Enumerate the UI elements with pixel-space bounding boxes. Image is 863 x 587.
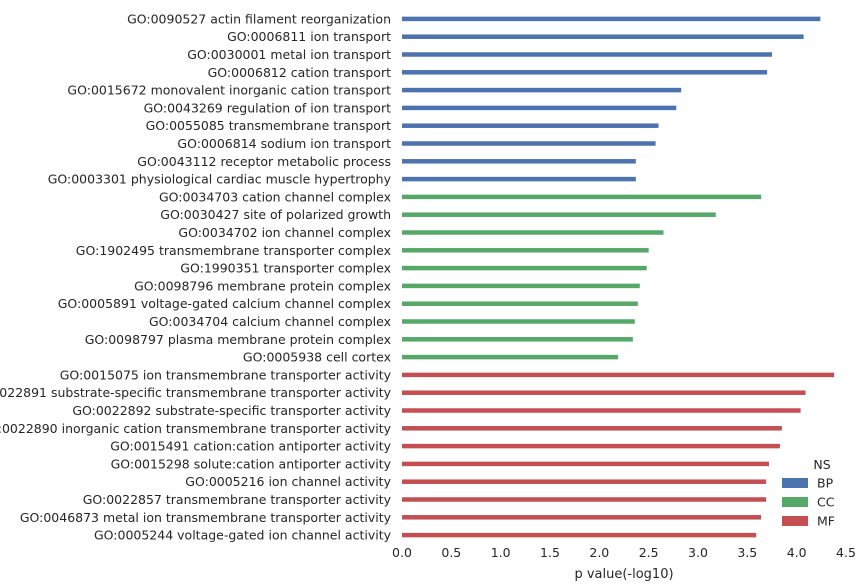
bar-bp xyxy=(402,87,682,93)
bar-cc xyxy=(402,319,635,324)
category-label: GO:0006812 cation transport xyxy=(208,65,391,80)
bar-mf xyxy=(402,515,762,520)
bar-cc xyxy=(402,212,716,217)
legend-label-bp: BP xyxy=(817,476,834,491)
category-label: GO:0022890 inorganic cation transmembran… xyxy=(0,421,392,436)
category-label: GO:0005938 cell cortex xyxy=(243,350,391,365)
legend-swatch-bp xyxy=(782,478,808,488)
category-label: GO:0006811 ion transport xyxy=(227,29,391,44)
bar-bp xyxy=(402,16,821,22)
x-tick-label: 1.0 xyxy=(491,545,511,560)
category-label: GO:0098797 plasma membrane protein compl… xyxy=(85,332,391,347)
category-label: GO:1990351 transporter complex xyxy=(180,261,391,276)
category-label: GO:0022892 substrate-specific transporte… xyxy=(72,403,391,418)
x-tick-label: 4.5 xyxy=(836,545,856,560)
category-label: GO:0015672 monovalent inorganic cation t… xyxy=(67,83,391,98)
category-label: GO:0005244 voltage-gated ion channel act… xyxy=(94,528,392,543)
bar-cc xyxy=(402,194,762,200)
bar-mf xyxy=(402,372,835,378)
bar-bp xyxy=(402,123,659,128)
category-label: GO:0015491 cation:cation antiporter acti… xyxy=(110,439,391,454)
category-label: GO:0005891 voltage-gated calcium channel… xyxy=(58,296,391,311)
category-label: GO:0015298 solute:cation antiporter acti… xyxy=(111,456,392,471)
bar-cc xyxy=(402,337,633,342)
category-label: GO:0034702 ion channel complex xyxy=(178,225,391,240)
x-tick-label: 1.5 xyxy=(540,545,560,560)
bar-cc xyxy=(402,301,638,306)
legend-title: NS xyxy=(813,457,830,472)
category-label: GO:0030427 site of polarized growth xyxy=(160,207,391,222)
category-label: GO:0022857 transmembrane transporter act… xyxy=(83,492,392,507)
x-tick-label: 4.0 xyxy=(787,545,807,560)
category-label: GO:0043112 receptor metabolic process xyxy=(137,154,391,169)
bar-cc xyxy=(402,248,649,253)
category-label: GO:0015075 ion transmembrane transporter… xyxy=(60,367,392,382)
category-label: GO:0098796 membrane protein complex xyxy=(134,278,391,293)
category-label: GO:0006814 sodium ion transport xyxy=(177,136,391,151)
bar-cc xyxy=(402,354,619,360)
bar-mf xyxy=(402,532,757,538)
category-label: GO:0046873 metal ion transmembrane trans… xyxy=(20,510,392,525)
x-tick-label: 0.5 xyxy=(441,545,461,560)
category-label: GO:0055085 transmembrane transport xyxy=(146,118,392,133)
x-tick-label: 3.0 xyxy=(688,545,708,560)
bar-bp xyxy=(402,176,636,182)
x-tick-label: 2.0 xyxy=(589,545,609,560)
legend-label-mf: MF xyxy=(817,514,835,529)
legend-swatch-mf xyxy=(782,516,808,526)
category-label: GO:0003301 physiological cardiac muscle … xyxy=(48,172,392,187)
category-label: GO:0043269 regulation of ion transport xyxy=(144,100,392,115)
category-label: GO:0034704 calcium channel complex xyxy=(149,314,391,329)
bar-cc xyxy=(402,230,664,235)
bar-bp xyxy=(402,34,804,39)
bar-mf xyxy=(402,408,801,413)
bar-bp xyxy=(402,70,768,75)
x-tick-label: 0.0 xyxy=(392,545,412,560)
category-label: GO:0022891 substrate-specific transmembr… xyxy=(0,385,392,400)
legend-swatch-cc xyxy=(782,497,808,507)
x-tick-label: 2.5 xyxy=(639,545,659,560)
bar-mf xyxy=(402,443,780,449)
bars-layer xyxy=(402,16,835,538)
category-label: GO:0034703 cation channel complex xyxy=(159,189,391,204)
x-axis-title: p value(-log10) xyxy=(574,567,673,582)
bar-bp xyxy=(402,141,656,146)
bar-mf xyxy=(402,426,782,431)
bar-mf xyxy=(402,479,767,484)
bar-cc xyxy=(402,265,647,271)
category-label: GO:0090527 actin filament reorganization xyxy=(127,11,391,26)
x-tick-label: 3.5 xyxy=(737,545,757,560)
legend-label-cc: CC xyxy=(817,495,835,510)
category-label: GO:1902495 transmembrane transporter com… xyxy=(76,243,391,258)
bar-bp xyxy=(402,159,636,164)
category-label: GO:0030001 metal ion transport xyxy=(187,47,391,62)
category-labels: GO:0090527 actin filament reorganization… xyxy=(0,11,392,542)
bar-cc xyxy=(402,283,640,289)
bar-bp xyxy=(402,52,772,57)
category-label: GO:0005216 ion channel activity xyxy=(185,474,391,489)
bar-bp xyxy=(402,105,677,111)
bar-mf xyxy=(402,497,767,502)
x-axis-ticks: 0.0 0.5 1.0 1.5 2.0 2.5 3.0 3.5 4.0 4.5 xyxy=(392,545,856,560)
bar-mf xyxy=(402,390,806,395)
bar-mf xyxy=(402,461,770,467)
legend: NS BP CC MF xyxy=(782,457,835,529)
